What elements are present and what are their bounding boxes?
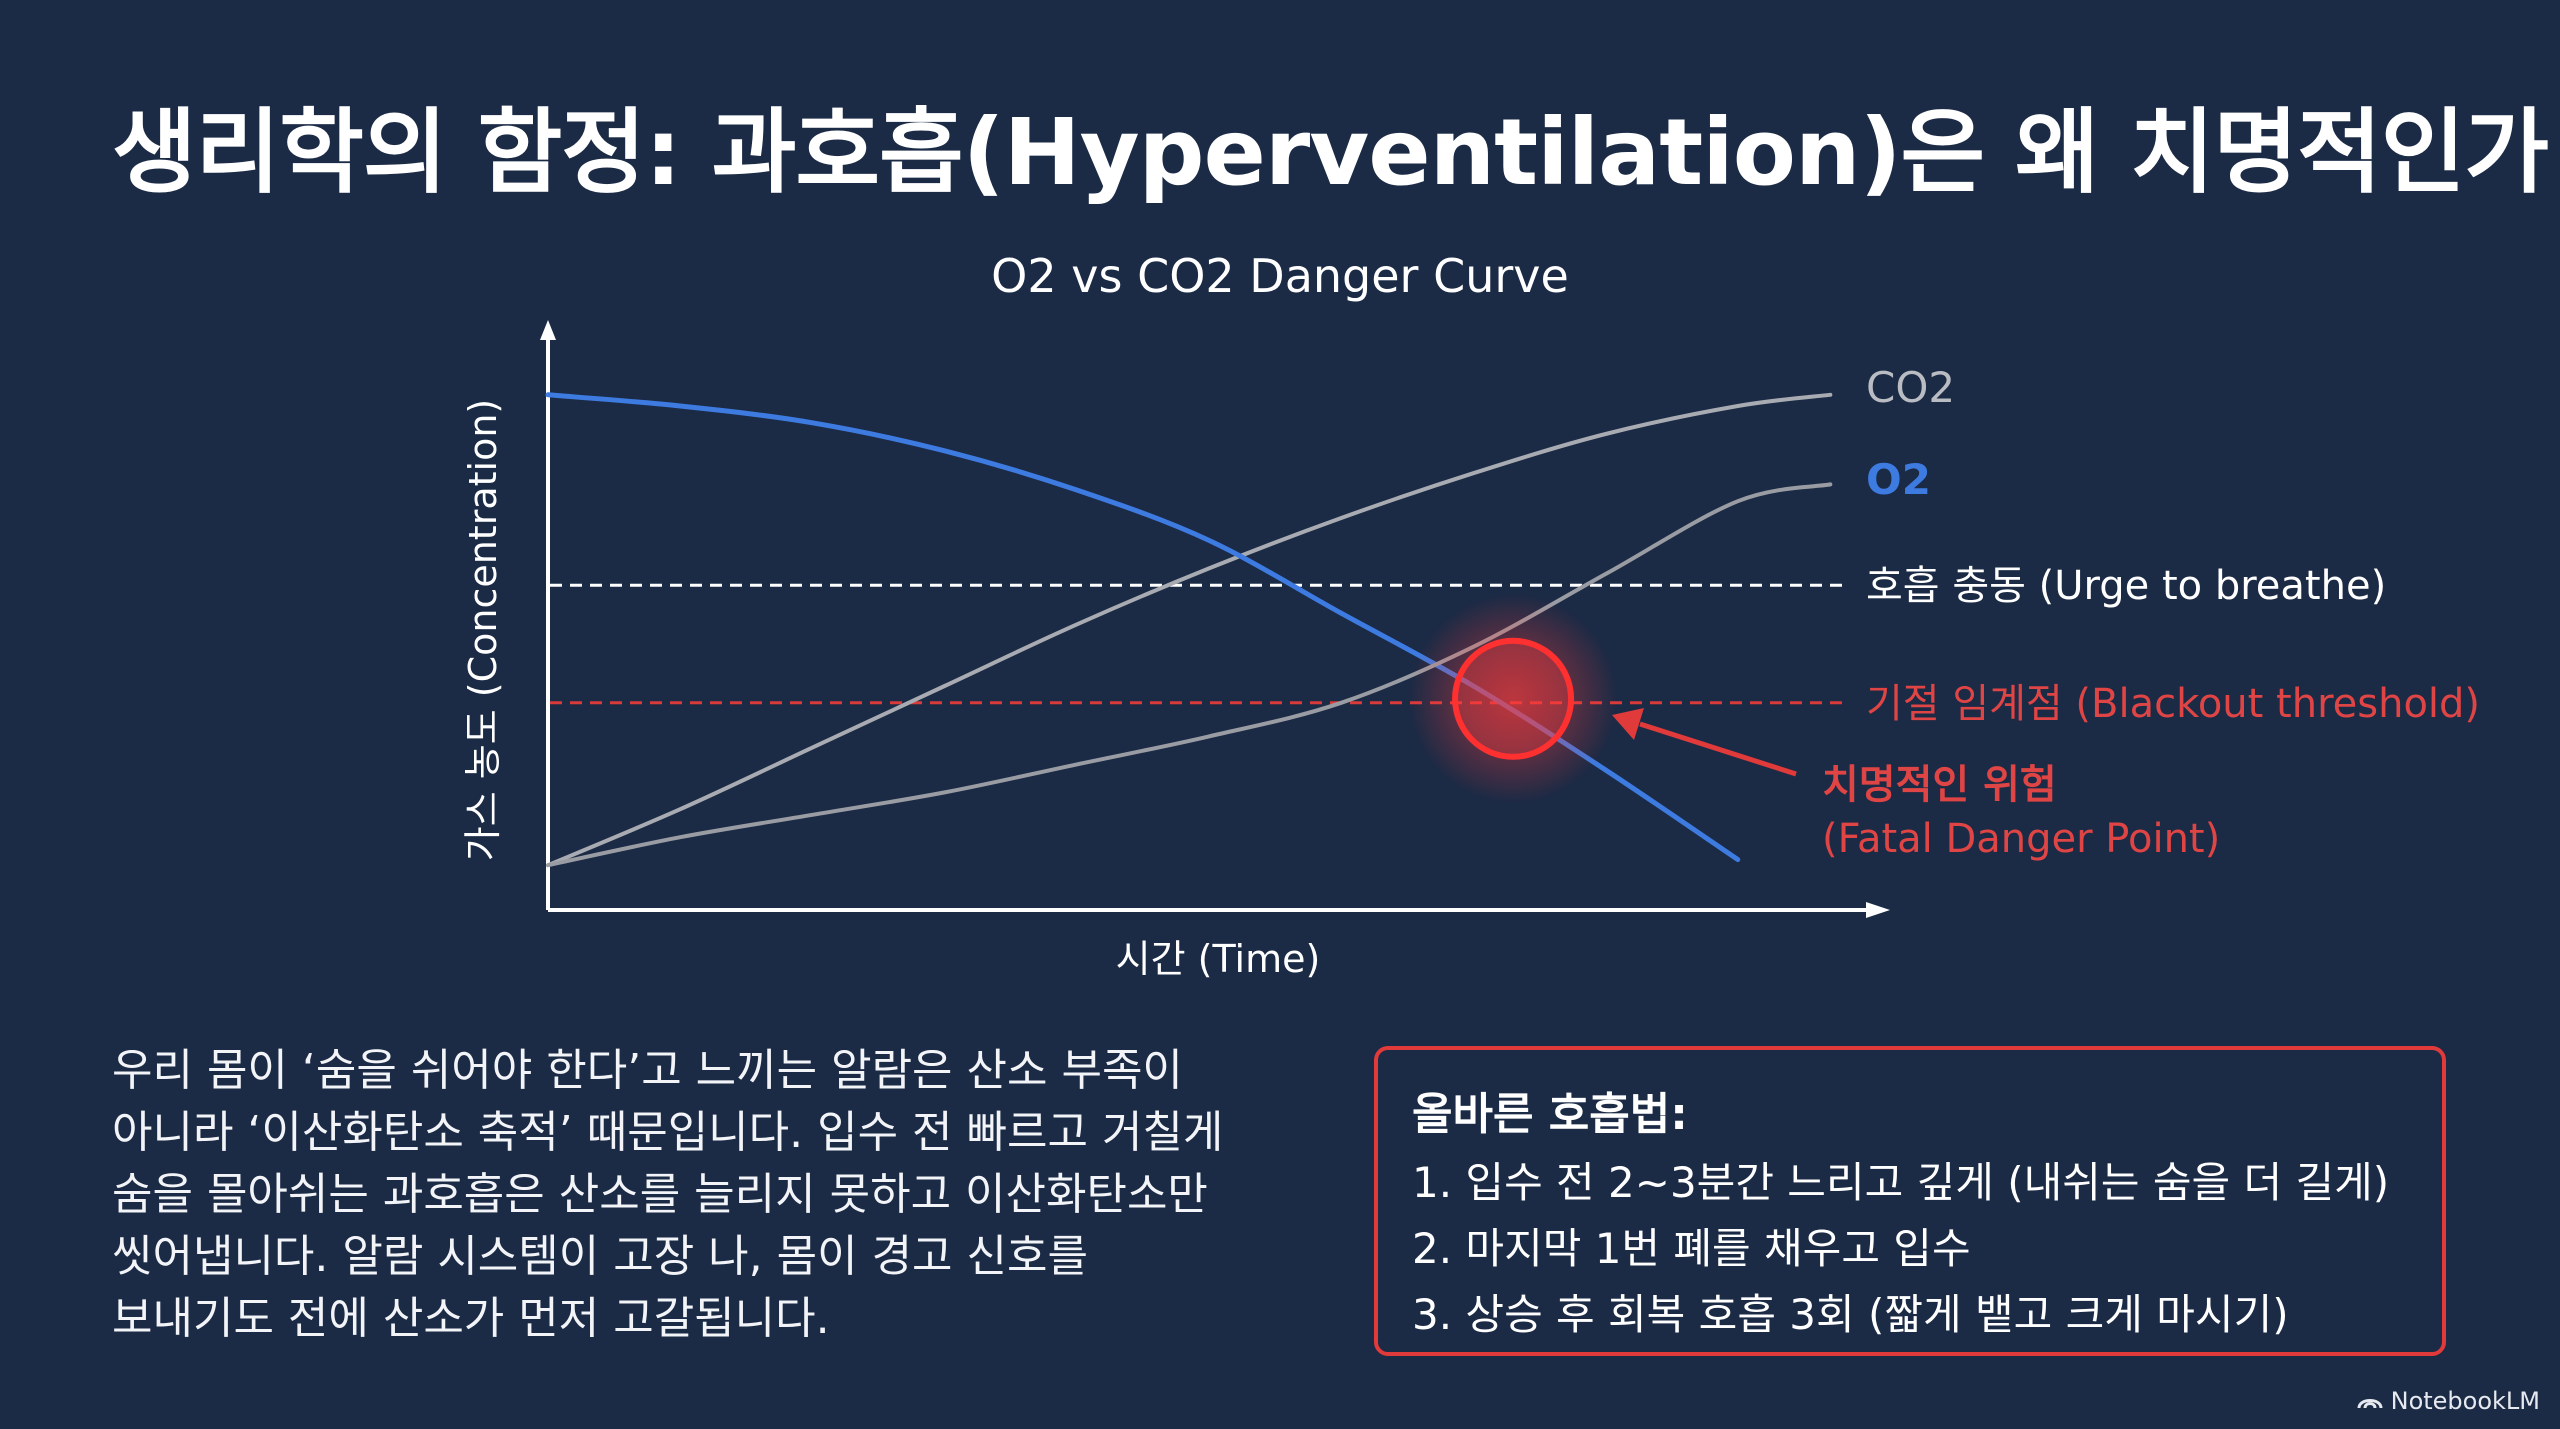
- x-axis-arrow: [1866, 902, 1890, 918]
- chart-title: O2 vs CO2 Danger Curve: [991, 249, 1569, 303]
- series-line-co2: [546, 392, 1833, 868]
- danger-glow: [1408, 593, 1619, 804]
- danger-point-marker: [1452, 637, 1575, 760]
- tips-item: 1. 입수 전 2~3분간 느리고 깊게 (내쉬는 숨을 더 길게): [1412, 1158, 2390, 1207]
- y-axis-label: 가스 농도 (Concentration): [461, 399, 505, 861]
- notebooklm-logo-icon: [2357, 1399, 2383, 1409]
- brand-mark[interactable]: NotebookLM: [2357, 1387, 2540, 1415]
- explanation-line: 아니라 ‘이산화탄소 축적’ 때문입니다. 입수 전 빠르고 거칠게: [112, 1107, 1224, 1158]
- chart-annotations: 치명적인 위험 (Fatal Danger Point): [1408, 593, 2220, 862]
- explanation-text: 우리 몸이 ‘숨을 쉬어야 한다’고 느끼는 알람은 산소 부족이 아니라 ‘이…: [112, 1040, 1292, 1350]
- tips-list: 1. 입수 전 2~3분간 느리고 깊게 (내쉬는 숨을 더 길게) 2. 마지…: [1412, 1150, 2408, 1348]
- danger-arrow-head: [1612, 708, 1644, 740]
- threshold-lines: 호흡 충동 (Urge to breathe) 기절 임계점 (Blackout …: [550, 563, 2480, 727]
- series-line-unlabeled: [546, 482, 1833, 868]
- tips-title: 올바른 호흡법:: [1412, 1089, 1688, 1140]
- explanation-line: 보내기도 전에 산소가 먼저 고갈됩니다.: [112, 1293, 830, 1344]
- chart-axes: [540, 320, 1890, 918]
- explanation-line: 우리 몸이 ‘숨을 쉬어야 한다’고 느끼는 알람은 산소 부족이: [112, 1045, 1183, 1096]
- chart-series: CO2 O2: [545, 363, 1955, 868]
- danger-arrow-line: [1639, 721, 1797, 777]
- danger-label-ko: 치명적인 위험: [1822, 762, 2057, 808]
- breathing-tips-box: 올바른 호흡법: 1. 입수 전 2~3분간 느리고 깊게 (내쉬는 숨을 더 …: [1374, 1046, 2446, 1356]
- x-axis-label: 시간 (Time): [1116, 937, 1321, 981]
- series-label-o2: O2: [1866, 455, 1931, 504]
- tips-item: 3. 상승 후 회복 호흡 3회 (짧게 뱉고 크게 마시기): [1412, 1290, 2289, 1339]
- brand-name: NotebookLM: [2390, 1387, 2540, 1415]
- explanation-line: 숨을 몰아쉬는 과호흡은 산소를 늘리지 못하고 이산화탄소만: [112, 1169, 1208, 1220]
- explanation-line: 씻어냅니다. 알람 시스템이 고장 나, 몸이 경고 신호를: [112, 1231, 1088, 1282]
- page-title: 생리학의 함정: 과호흡(Hyperventilation)은 왜 치명적인가: [112, 99, 2549, 206]
- tips-item: 2. 마지막 1번 폐를 채우고 입수: [1412, 1224, 1971, 1273]
- danger-label-en: (Fatal Danger Point): [1822, 816, 2220, 862]
- y-axis-arrow: [540, 320, 556, 340]
- threshold-label: 호흡 충동 (Urge to breathe): [1866, 563, 2386, 609]
- threshold-label: 기절 임계점 (Blackout threshold): [1866, 681, 2480, 727]
- series-label-co2: CO2: [1866, 363, 1955, 412]
